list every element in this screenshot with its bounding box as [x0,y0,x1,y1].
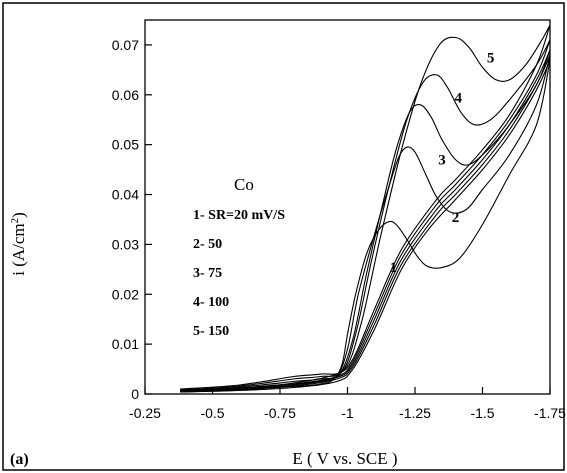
y-tick-label: 0.06 [112,87,139,103]
x-tick-label: -0.25 [129,405,161,421]
y-tick-label: 0.04 [112,187,139,203]
curves-layer [180,24,551,393]
curve-label-4: 4 [454,90,462,106]
curve-label-1: 1 [390,260,398,276]
x-tick-label: -1 [341,405,354,421]
curve-labels-layer: 1 2 3 4 5 [390,50,495,275]
series-4-forward-scan [180,39,551,391]
curve-label-5: 5 [487,50,495,66]
series-3-reverse-scan [180,49,551,393]
legend-line-3: 3- 75 [193,266,222,281]
legend-line-4: 4- 100 [193,295,229,310]
y-tick-label: 0.02 [112,286,139,302]
curve-label-3: 3 [438,153,446,169]
legend-line-2: 2- 50 [193,237,222,252]
x-tick-label: -1.75 [534,405,566,421]
y-tick-label: 0.05 [112,137,139,153]
y-axis-label: i (A/cm2) [9,212,28,276]
panel-label: (a) [10,451,29,468]
annotation-title: Co [234,175,254,194]
x-tick-label: -0.5 [200,405,224,421]
tick-layer: 0 0.01 0.02 0.03 0.04 0.05 0.06 0.07 -0.25 -0.5 -0… [112,37,566,421]
x-tick-label: -1.25 [399,405,431,421]
series-2-reverse-scan [180,54,551,393]
legend-line-1: 1- SR=20 mV/S [193,208,285,223]
y-axis-label-close: ) [9,212,28,218]
y-tick-label: 0.07 [112,37,139,53]
series-1-forward-scan [180,59,551,393]
y-tick-label: 0 [131,386,139,402]
y-axis-label-main: i (A/cm [9,223,28,275]
x-axis-label: E ( V vs. SCE ) [292,449,397,468]
series-5-forward-scan [180,24,551,390]
y-tick-label: 0.01 [112,336,139,352]
y-axis-label-sup: 2 [9,218,21,224]
series-1-reverse-scan [180,59,551,393]
series-4-reverse-scan [180,39,551,393]
legend-line-5: 5- 150 [193,324,229,339]
x-tick-label: -1.5 [470,405,494,421]
legend-text-block: 1- SR=20 mV/S 2- 50 3- 75 4- 100 5- 150 [193,208,285,339]
curve-label-2: 2 [452,210,460,226]
x-tick-label: -0.75 [264,405,296,421]
series-5-reverse-scan [180,24,551,392]
y-tick-label: 0.03 [112,236,139,252]
